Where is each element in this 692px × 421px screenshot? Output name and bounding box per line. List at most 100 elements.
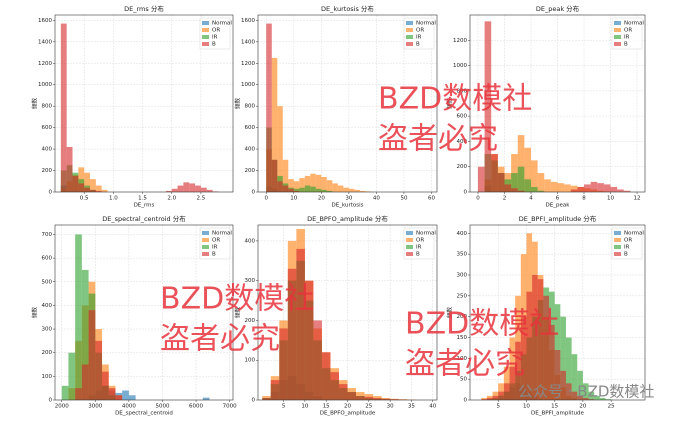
- axes-frame: [257, 224, 438, 401]
- legend-label: B: [624, 252, 628, 258]
- histogram-bar: [356, 396, 365, 400]
- legend-label: IR: [416, 35, 422, 41]
- x-tick-label: 25: [608, 404, 615, 410]
- y-tick-label: 0: [49, 398, 53, 404]
- legend-swatch: [202, 231, 209, 235]
- watermark: 盗者必究: [160, 322, 280, 357]
- histogram-bar: [84, 172, 91, 192]
- y-tick-label: 600: [42, 125, 53, 131]
- legend-swatch: [202, 238, 209, 242]
- legend-label: Normal: [416, 21, 436, 27]
- legend-swatch: [406, 42, 413, 46]
- histogram-bar: [564, 184, 571, 192]
- y-tick-label: 0: [464, 190, 468, 196]
- y-tick-label: 1400: [38, 39, 52, 45]
- x-tick-label: 20: [579, 404, 586, 410]
- y-tick-label: 200: [42, 168, 53, 174]
- histogram-bar: [359, 190, 366, 192]
- x-tick-label: 1.0: [109, 196, 118, 202]
- histogram-bar: [603, 184, 611, 192]
- histogram-bar: [343, 187, 349, 192]
- histogram-bar: [356, 392, 365, 400]
- histogram-bar: [266, 23, 272, 192]
- y-tick-label: 400: [42, 147, 53, 153]
- legend-swatch: [406, 21, 413, 25]
- legend-swatch: [614, 35, 621, 39]
- histogram-bar: [571, 391, 578, 400]
- histogram-bar: [200, 187, 207, 192]
- y-axis-label: 频数: [31, 98, 39, 110]
- x-tick-label: 0: [476, 196, 480, 202]
- x-tick-label: 3000: [88, 404, 102, 410]
- legend-label: B: [212, 252, 216, 258]
- histogram-bar: [486, 397, 493, 400]
- histogram-bar: [177, 185, 184, 192]
- x-tick-label: 10: [607, 196, 614, 202]
- histogram-bar: [270, 380, 280, 400]
- histogram-bar: [477, 166, 485, 192]
- histogram-bar: [296, 248, 305, 400]
- histogram-bar: [565, 383, 572, 400]
- histogram-bar: [582, 397, 589, 400]
- legend-label: Normal: [212, 231, 232, 237]
- histogram-bar: [617, 189, 624, 192]
- histogram-bar: [189, 183, 196, 192]
- legend-label: OR: [624, 28, 632, 34]
- legend-swatch: [614, 42, 621, 46]
- x-tick-label: 5: [282, 404, 286, 410]
- histogram-bar: [321, 189, 327, 192]
- x-tick-label: 2.5: [197, 196, 206, 202]
- histogram-bar: [537, 190, 545, 192]
- y-tick-label: 0: [252, 398, 256, 404]
- histogram-bar: [102, 371, 109, 400]
- histogram-bar: [590, 181, 598, 192]
- histogram-bar: [101, 189, 108, 192]
- histogram-bar: [347, 392, 357, 400]
- histogram-bar: [348, 188, 355, 192]
- histogram-bar: [165, 190, 172, 192]
- histogram-bar: [571, 354, 578, 400]
- histogram-bar: [293, 190, 300, 192]
- y-tick-label: 800: [245, 104, 256, 110]
- legend-label: IR: [624, 245, 630, 251]
- histogram-bar: [610, 186, 618, 192]
- legend-swatch: [406, 252, 413, 256]
- histogram-bar: [390, 399, 399, 400]
- x-axis-label: DE_BPFO_amplitude: [320, 411, 376, 417]
- x-tick-label: 2: [503, 196, 507, 202]
- histogram-bar: [354, 189, 360, 192]
- y-tick-label: 1000: [241, 82, 255, 88]
- legend-label: OR: [416, 238, 424, 244]
- histogram-bar: [577, 186, 585, 192]
- legend-swatch: [406, 245, 413, 249]
- histogram-bar: [526, 291, 533, 400]
- histogram-bar: [517, 135, 525, 192]
- legend-label: OR: [416, 28, 424, 34]
- histogram-bar: [60, 23, 67, 192]
- y-tick-label: 350: [457, 252, 468, 258]
- histogram-bar: [95, 190, 102, 192]
- histogram-bar: [503, 366, 510, 400]
- histogram-bar: [122, 390, 129, 400]
- bars: [266, 23, 371, 192]
- legend-label: IR: [416, 245, 422, 251]
- x-axis-label: DE_kurtosis: [331, 203, 363, 209]
- chart-title: DE_kurtosis 分布: [321, 4, 374, 13]
- legend-swatch: [614, 245, 621, 249]
- chart-title: DE_rms 分布: [124, 4, 164, 13]
- histogram-bar: [66, 146, 73, 192]
- y-tick-label: 700: [42, 232, 53, 238]
- legend-swatch: [614, 231, 621, 235]
- y-tick-label: 0: [252, 190, 256, 196]
- y-tick-label: 300: [457, 273, 468, 279]
- x-tick-label: 7000: [223, 404, 237, 410]
- histogram-bar: [315, 174, 322, 192]
- histogram-bar: [560, 370, 566, 400]
- bars: [262, 228, 416, 400]
- histogram-bar: [554, 350, 561, 400]
- histogram-bar: [570, 185, 578, 192]
- x-tick-label: 10: [523, 404, 530, 410]
- axes-frame: [54, 224, 234, 401]
- histogram-bar: [338, 384, 348, 400]
- watermark: 盗者必究: [378, 122, 498, 157]
